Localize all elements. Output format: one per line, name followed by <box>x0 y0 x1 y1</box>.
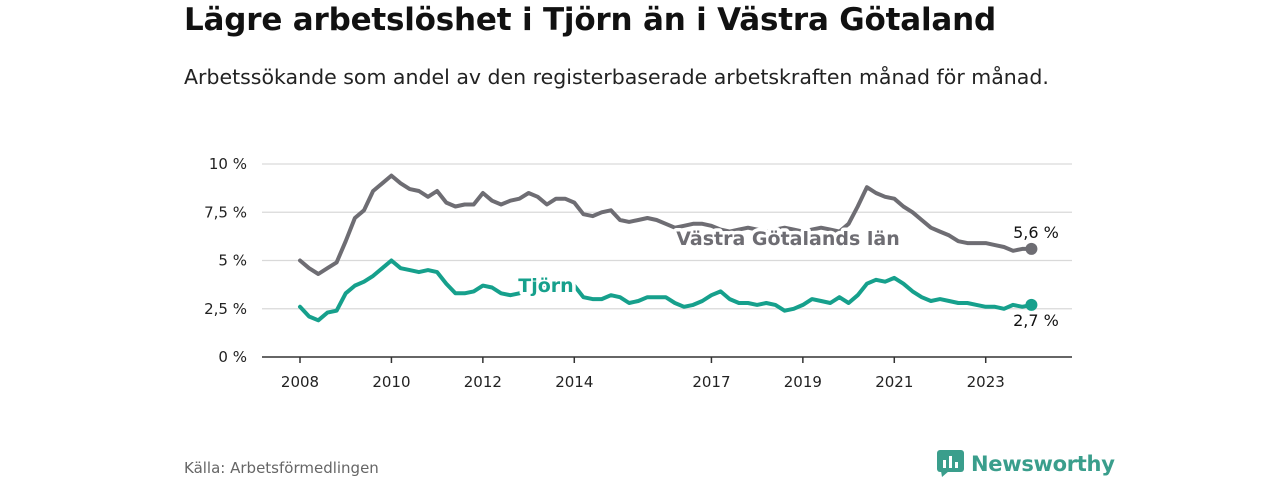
y-tick-label: 10 % <box>209 155 247 173</box>
series-line-vastra-gotaland <box>298 173 1034 276</box>
series-label-tjorn: Tjörn <box>518 275 573 297</box>
y-tick-label: 2,5 % <box>204 300 247 318</box>
x-tick-label: 2008 <box>281 373 319 391</box>
chart-title: Lägre arbetslöshet i Tjörn än i Västra G… <box>184 2 996 38</box>
y-axis-ticks: 0 % 2,5 % 5 % 7,5 % 10 % <box>204 155 247 366</box>
newsworthy-logo-icon <box>937 450 964 477</box>
end-value-label-vastra-gotaland: 5,6 % <box>1013 223 1059 242</box>
newsworthy-logo: Newsworthy <box>937 450 1115 477</box>
y-tick-label: 7,5 % <box>204 203 247 221</box>
x-tick-label: 2023 <box>967 373 1005 391</box>
brand-name: Newsworthy <box>971 451 1115 476</box>
y-tick-label: 0 % <box>218 348 247 366</box>
y-tick-label: 5 % <box>218 252 247 270</box>
gridlines <box>262 163 1072 310</box>
x-tick-label: 2017 <box>692 373 730 391</box>
x-axis-ticks: 2008 2010 2012 2014 2017 2019 2021 2023 <box>281 357 1005 391</box>
chart-subtitle: Arbetssökande som andel av den registerb… <box>184 65 1049 89</box>
end-value-label-tjorn: 2,7 % <box>1013 311 1059 330</box>
series-line-tjorn <box>298 258 1034 323</box>
x-tick-label: 2019 <box>784 373 822 391</box>
x-tick-label: 2021 <box>875 373 913 391</box>
series-endpoint-tjorn <box>1025 298 1038 311</box>
x-tick-label: 2014 <box>555 373 593 391</box>
series-endpoint-vastra-gotaland <box>1025 242 1038 255</box>
series-labels: Västra Götalands län 5,6 % Tjörn 2,7 % <box>515 221 1061 332</box>
source-note: Källa: Arbetsförmedlingen <box>184 459 379 477</box>
x-tick-label: 2012 <box>464 373 502 391</box>
series-label-vastra-gotaland: Västra Götalands län <box>676 228 899 250</box>
series-lines <box>298 173 1038 323</box>
x-tick-label: 2010 <box>372 373 410 391</box>
